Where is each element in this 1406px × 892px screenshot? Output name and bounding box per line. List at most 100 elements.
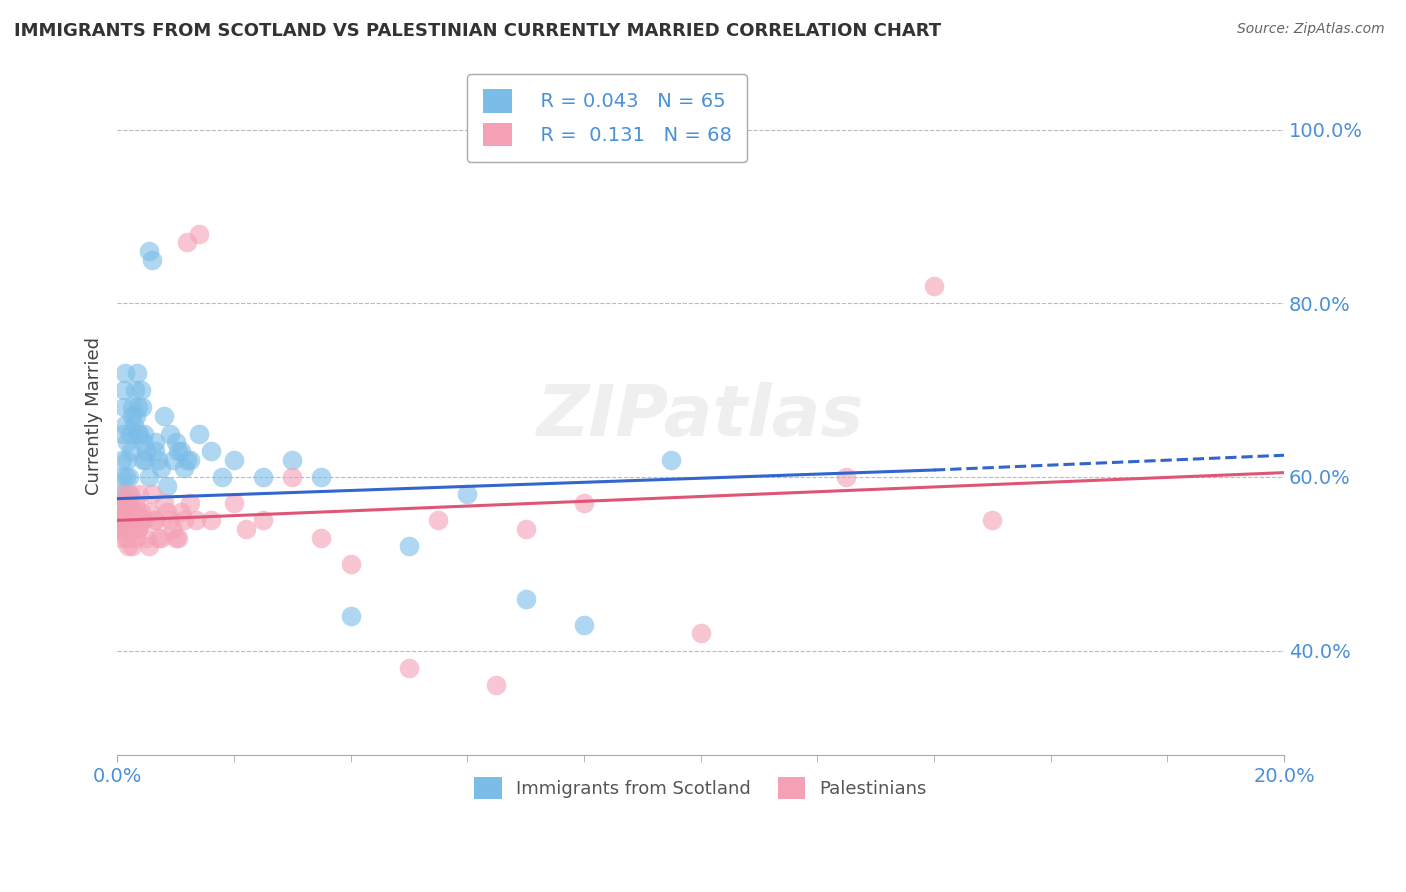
Point [835,470,858,484]
Point [138,505,160,519]
Point [143,513,166,527]
Point [125,531,148,545]
Point [179,452,201,467]
Point [111,426,134,441]
Point [108,513,131,527]
Point [485,678,508,692]
Point [922,279,945,293]
Point [170,444,193,458]
Point [222,496,245,510]
Point [122,513,145,527]
Point [159,513,181,527]
Point [121,540,143,554]
Point [132,513,155,527]
Point [456,487,478,501]
Point [165,435,187,450]
Point [112,383,135,397]
Point [173,461,195,475]
Point [135,531,157,545]
Text: Source: ZipAtlas.com: Source: ZipAtlas.com [1237,22,1385,37]
Point [156,478,179,492]
Text: IMMIGRANTS FROM SCOTLAND VS PALESTINIAN CURRENTLY MARRIED CORRELATION CHART: IMMIGRANTS FROM SCOTLAND VS PALESTINIAN … [14,22,941,40]
Point [125,505,148,519]
Point [132,435,155,450]
Point [121,401,143,415]
Point [117,540,139,554]
Point [115,531,138,545]
Point [149,531,172,545]
Point [114,496,136,510]
Point [122,417,145,432]
Point [149,461,172,475]
Point [110,505,132,519]
Point [661,452,683,467]
Point [121,505,143,519]
Point [117,487,139,501]
Point [124,383,146,397]
Point [146,452,169,467]
Point [398,661,420,675]
Point [118,426,141,441]
Point [115,452,138,467]
Point [165,531,187,545]
Point [111,522,134,536]
Point [281,470,304,484]
Point [125,409,148,424]
Point [117,496,139,510]
Point [110,487,132,501]
Point [200,444,222,458]
Point [179,496,201,510]
Point [115,496,138,510]
Point [153,496,176,510]
Point [572,617,595,632]
Point [132,452,155,467]
Point [114,522,136,536]
Point [128,487,150,501]
Point [118,470,141,484]
Point [187,227,209,241]
Point [135,444,157,458]
Point [252,470,274,484]
Point [131,401,153,415]
Point [252,513,274,527]
Point [311,531,333,545]
Point [222,452,245,467]
Point [167,531,190,545]
Point [167,444,190,458]
Point [111,505,134,519]
Point [339,609,361,624]
Point [108,505,131,519]
Point [138,244,160,259]
Point [114,366,136,380]
Point [124,496,146,510]
Point [108,513,131,527]
Point [111,470,134,484]
Point [141,487,163,501]
Point [170,505,193,519]
Point [200,513,222,527]
Point [115,435,138,450]
Point [153,409,176,424]
Point [162,452,184,467]
Point [184,513,207,527]
Point [110,496,132,510]
Point [162,522,184,536]
Point [134,452,156,467]
Point [311,470,333,484]
Point [281,452,304,467]
Point [211,470,233,484]
Point [689,626,711,640]
Point [127,426,149,441]
Point [129,505,152,519]
Point [118,505,141,519]
Point [159,426,181,441]
Point [398,540,420,554]
Y-axis label: Currently Married: Currently Married [86,337,103,495]
Point [187,426,209,441]
Point [112,401,135,415]
Point [115,513,138,527]
Text: ZIPatlas: ZIPatlas [537,382,865,450]
Point [112,487,135,501]
Point [515,591,537,606]
Point [128,426,150,441]
